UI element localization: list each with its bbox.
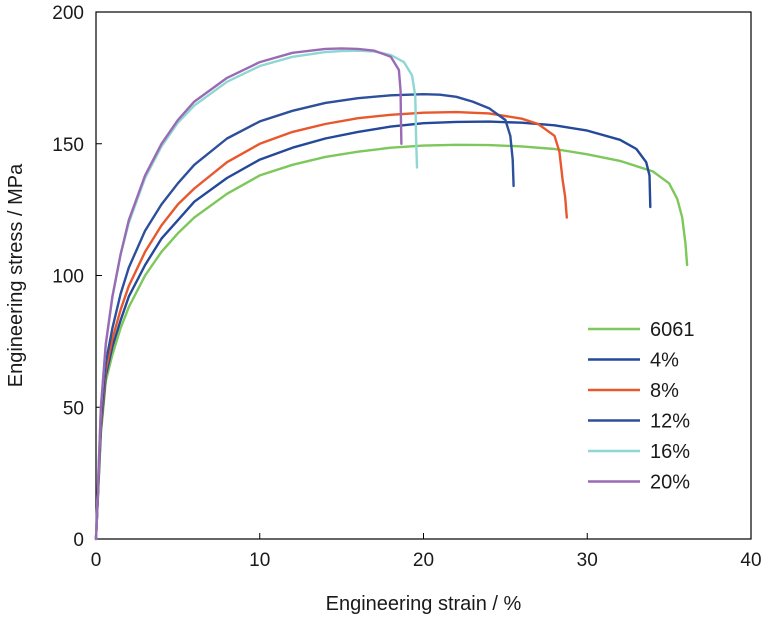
legend-label: 16% [650, 441, 690, 463]
series-line-20pct [94, 47, 403, 541]
axis-ticks: 0 10 20 30 40 0 50 100 150 200 [52, 3, 761, 571]
series-line-6061 [94, 143, 689, 541]
legend: 6061 4% 8% 12% 16% 20% [588, 319, 695, 494]
x-tick-label: 0 [91, 550, 102, 571]
legend-label: 20% [650, 472, 690, 494]
x-tick-label: 40 [740, 550, 761, 571]
y-tick-label: 150 [52, 135, 84, 156]
series-line-8pct [94, 110, 568, 541]
legend-label: 12% [650, 411, 690, 433]
legend-label: 4% [650, 350, 679, 372]
legend-label: 6061 [650, 319, 695, 341]
y-tick-label: 100 [52, 267, 84, 288]
y-tick-label: 50 [63, 398, 84, 419]
series-line-4pct [94, 120, 652, 541]
x-tick-label: 30 [577, 550, 598, 571]
legend-label: 8% [650, 380, 679, 402]
y-tick-label: 200 [52, 3, 84, 24]
x-axis-title: Engineering strain / % [326, 593, 522, 615]
series-lines [94, 47, 689, 541]
series-line-12pct [94, 93, 515, 541]
x-tick-label: 10 [249, 550, 270, 571]
x-tick-label: 20 [413, 550, 434, 571]
y-tick-label: 0 [73, 530, 84, 551]
y-axis-title: Engineering stress / MPa [5, 163, 27, 387]
